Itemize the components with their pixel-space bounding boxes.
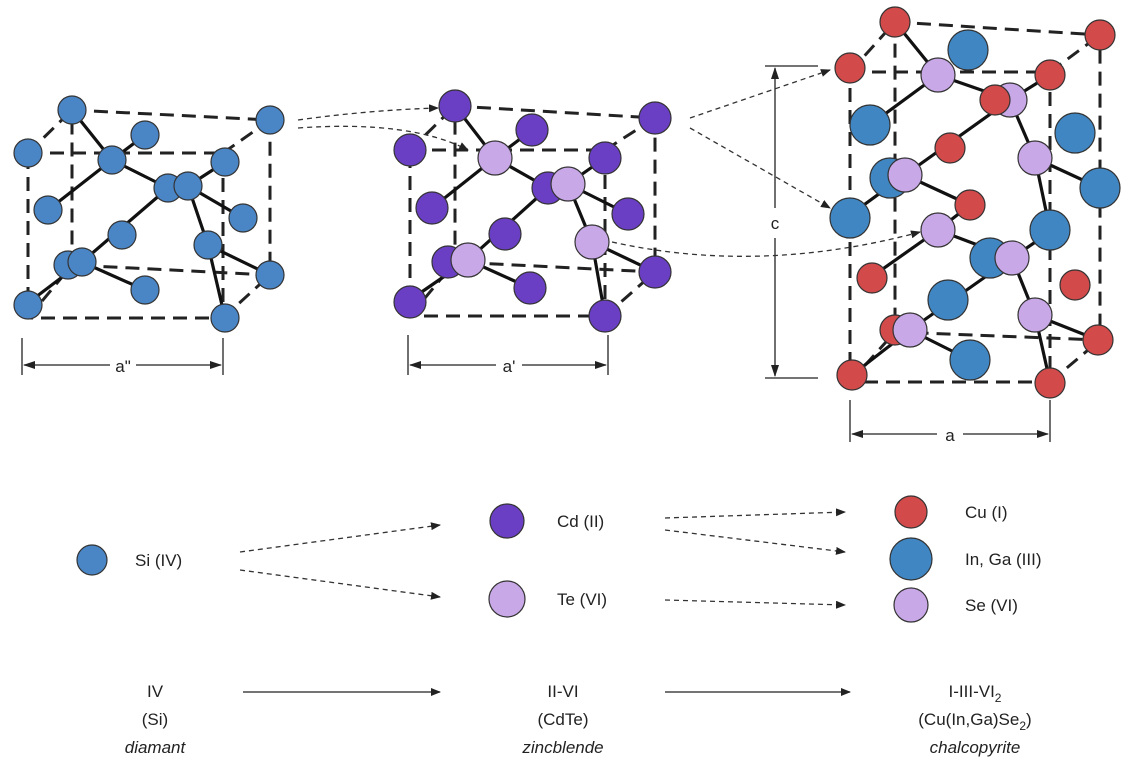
cd-atom [438, 89, 472, 123]
zincblende-formula-label: (CdTe) [537, 710, 588, 729]
te-atom [574, 224, 610, 260]
diamond-group-label: IV [147, 682, 164, 701]
zincblende-lattice-label: a' [503, 357, 516, 376]
cu-atom [1034, 59, 1066, 91]
si-legend-icon [76, 544, 108, 576]
cd-legend-label: Cd (II) [557, 512, 604, 531]
te-atom [450, 242, 486, 278]
inga-atom [927, 279, 969, 321]
si-legend-label: Si (IV) [135, 551, 182, 570]
chalcopyrite-atoms [829, 6, 1121, 399]
cd-atom [611, 197, 645, 231]
inga-atom [829, 197, 871, 239]
te-atom [477, 140, 513, 176]
inga-atom [947, 29, 989, 71]
zincblende-atoms [393, 89, 672, 333]
si-atom [13, 138, 43, 168]
inga-legend-label: In, Ga (III) [965, 550, 1042, 569]
cu-atom [1034, 367, 1066, 399]
si-atom [210, 147, 240, 177]
si-atom [193, 230, 223, 260]
inga-atom [1079, 167, 1121, 209]
chalcopyrite-dimension-c: c [765, 65, 818, 379]
diamond-formula-label: (Si) [142, 710, 168, 729]
se-atom [1017, 297, 1053, 333]
cu-atom [1082, 324, 1114, 356]
cd-atom [638, 255, 672, 289]
si-atom [173, 171, 203, 201]
cu-atom [934, 132, 966, 164]
cd-atom [488, 217, 522, 251]
cu-atom [979, 84, 1011, 116]
cu-legend-label: Cu (I) [965, 503, 1008, 522]
zincblende-dimension: a' [407, 335, 609, 376]
cd-atom [393, 285, 427, 319]
te-atom [550, 166, 586, 202]
inga-atom [949, 339, 991, 381]
zincblende-unit-cell: a' [393, 89, 672, 376]
si-atom [33, 195, 63, 225]
chalcopyrite-name-label: chalcopyrite [930, 738, 1021, 757]
si-atom [67, 247, 97, 277]
si-atom [13, 290, 43, 320]
si-atom [228, 203, 258, 233]
cu-legend-icon [894, 495, 928, 529]
cu-atom [836, 359, 868, 391]
structure-labels: IV (Si) diamant II-VI (CdTe) zincblende … [125, 682, 1032, 757]
zincblende-group-label: II-VI [547, 682, 578, 701]
cu-atom [1084, 19, 1116, 51]
cu-atom [856, 262, 888, 294]
diamond-lattice-label: a" [115, 357, 131, 376]
cd-legend-icon [489, 503, 525, 539]
se-atom [994, 240, 1030, 276]
cd-atom [638, 101, 672, 135]
chalcopyrite-c-label: c [771, 214, 780, 233]
cd-atom [588, 141, 622, 175]
cu-atom [954, 189, 986, 221]
diamond-atoms [13, 95, 285, 333]
cell-mapping-arrows [297, 69, 921, 257]
se-atom [1017, 140, 1053, 176]
cd-atom [588, 299, 622, 333]
cd-atom [415, 191, 449, 225]
atom-legend: Si (IV) Cd (II) Te (VI) Cu (I) In, Ga (I… [76, 495, 1042, 623]
cu-atom [1059, 269, 1091, 301]
inga-atom [1029, 209, 1071, 251]
se-legend-label: Se (VI) [965, 596, 1018, 615]
te-legend-icon [488, 580, 526, 618]
se-atom [920, 212, 956, 248]
cd-atom [513, 271, 547, 305]
se-atom [887, 157, 923, 193]
cu-atom [879, 6, 911, 38]
cd-atom [393, 133, 427, 167]
si-atom [255, 105, 285, 135]
si-atom [130, 275, 160, 305]
chalcopyrite-formula-label: (Cu(In,Ga)Se2) [918, 710, 1031, 733]
diamond-name-label: diamant [125, 738, 187, 757]
diamond-unit-cell: a" [13, 95, 285, 376]
zincblende-name-label: zincblende [521, 738, 603, 757]
si-atom [57, 95, 87, 125]
cu-atom [834, 52, 866, 84]
si-atom [130, 120, 160, 150]
cd-atom [515, 113, 549, 147]
chalcopyrite-unit-cell: c a [765, 6, 1121, 445]
si-atom [107, 220, 137, 250]
si-atom [97, 145, 127, 175]
chalcopyrite-dimension-a: a [849, 400, 1051, 445]
chalcopyrite-a-label: a [945, 426, 955, 445]
inga-atom [1054, 112, 1096, 154]
se-legend-icon [893, 587, 929, 623]
si-atom [255, 260, 285, 290]
se-atom [892, 312, 928, 348]
si-atom [210, 303, 240, 333]
inga-atom [849, 104, 891, 146]
diamond-dimension: a" [21, 338, 224, 376]
chalcopyrite-group-label: I-III-VI2 [949, 682, 1002, 705]
inga-legend-icon [889, 537, 933, 581]
te-legend-label: Te (VI) [557, 590, 607, 609]
se-atom [920, 57, 956, 93]
